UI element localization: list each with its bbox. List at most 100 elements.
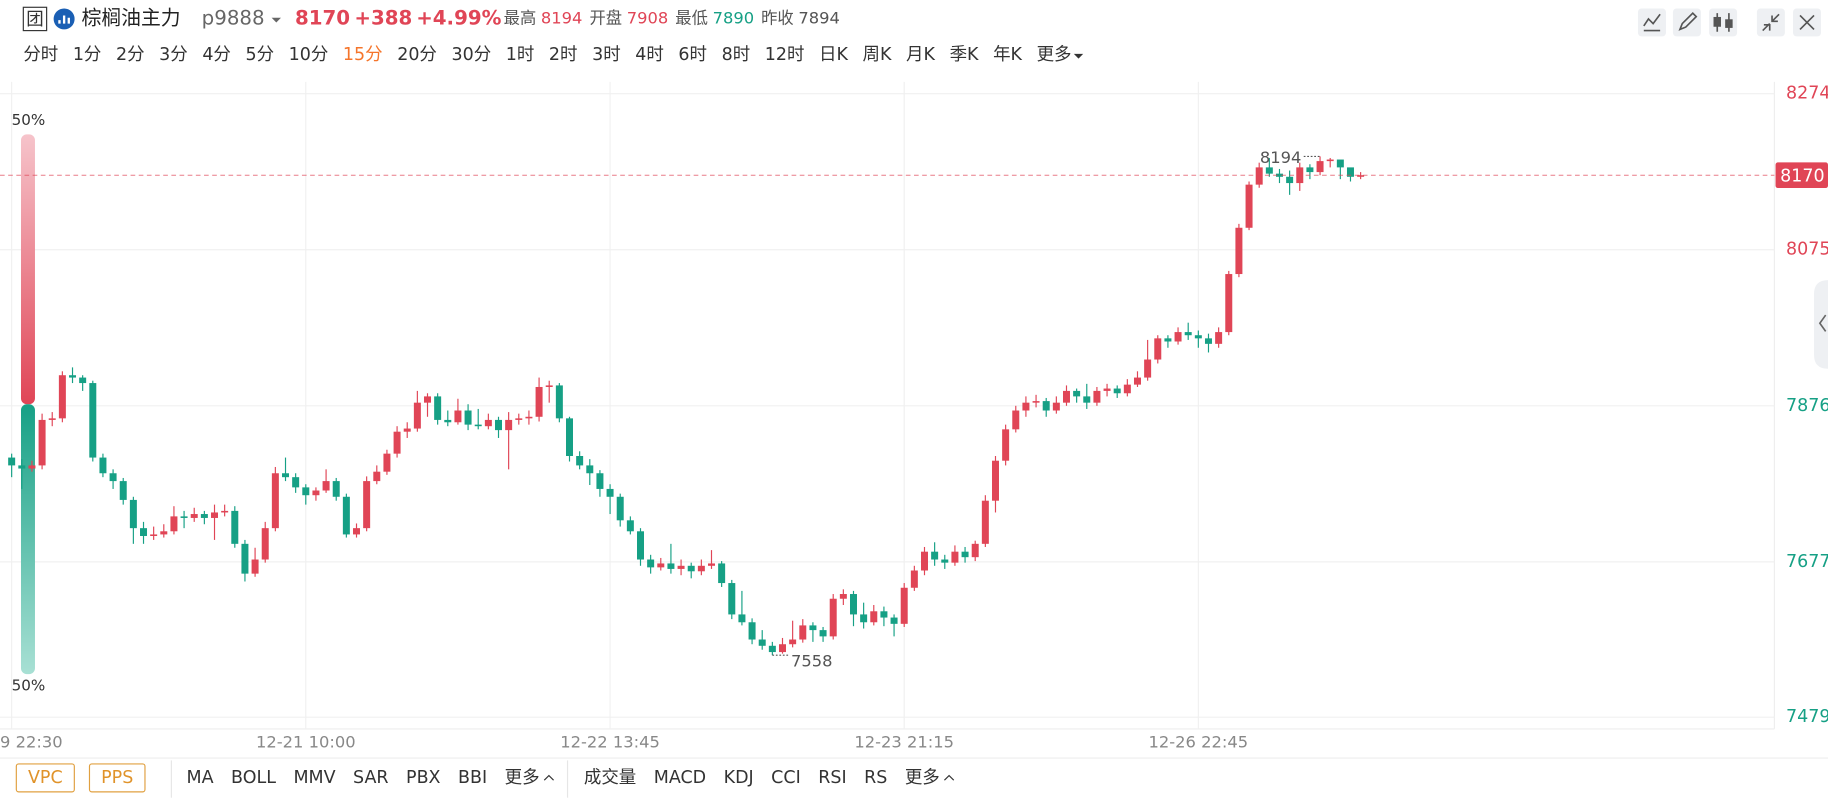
period-more[interactable]: 更多 xyxy=(1037,45,1072,65)
period-tab[interactable]: 季K xyxy=(950,45,979,65)
icon xyxy=(1725,19,1733,28)
badge-box xyxy=(22,6,48,32)
indicator-button[interactable] xyxy=(15,763,75,793)
candle-body xyxy=(1286,176,1294,184)
candle-body xyxy=(1012,410,1020,430)
logo-mark xyxy=(58,15,70,24)
indicator-item[interactable]: RSI xyxy=(818,768,846,788)
indicator-more[interactable]: 更多 xyxy=(505,768,540,788)
period-tab[interactable]: 3分 xyxy=(159,45,188,65)
candle-body xyxy=(677,565,685,569)
candle-body xyxy=(880,611,888,618)
candle-body xyxy=(1306,167,1314,173)
icon xyxy=(1799,14,1815,31)
indicator-item[interactable]: CCI xyxy=(771,768,801,788)
candle-body xyxy=(373,471,381,482)
period-tab[interactable]: 2时 xyxy=(549,45,578,65)
candle-body xyxy=(383,453,391,472)
period-tab[interactable]: 12时 xyxy=(765,45,805,65)
candle-body xyxy=(708,563,715,566)
candle-body xyxy=(1022,402,1030,411)
icon xyxy=(1678,11,1698,31)
candle-body xyxy=(1336,159,1344,168)
candle-body xyxy=(1164,338,1172,342)
candle-body xyxy=(464,410,472,425)
candle-body xyxy=(1123,384,1131,394)
indicator-item[interactable]: MACD xyxy=(654,768,706,788)
candle-body xyxy=(474,424,482,427)
period-tab[interactable]: 分时 xyxy=(23,45,58,65)
y-tick-label: 7677 xyxy=(1786,552,1828,572)
indicator-more[interactable]: 更多 xyxy=(905,768,940,788)
period-tab[interactable]: 1分 xyxy=(73,45,102,65)
y-tick-label: 8274 xyxy=(1786,84,1828,104)
dropdown-arrow[interactable] xyxy=(271,17,281,23)
indicator-item[interactable]: KDJ xyxy=(724,768,754,788)
indicator-item[interactable]: MA xyxy=(187,768,214,788)
candle-body xyxy=(596,473,604,489)
y-tick-label: 7479 xyxy=(1786,707,1828,727)
candle-body xyxy=(910,570,918,588)
period-tab[interactable]: 6时 xyxy=(678,45,707,65)
candle-body xyxy=(89,383,97,458)
indicator-button-label[interactable]: PPS xyxy=(101,768,133,788)
candle-body xyxy=(900,587,908,624)
candle-body xyxy=(403,428,411,432)
period-tab[interactable]: 4时 xyxy=(635,45,664,65)
candle-body xyxy=(819,630,827,637)
candle-body xyxy=(221,510,229,513)
stat-value: 7894 xyxy=(798,8,840,27)
candle-body xyxy=(170,516,178,532)
candle-body xyxy=(1103,388,1111,391)
period-tab[interactable]: 8时 xyxy=(722,45,751,65)
candle-body xyxy=(1073,390,1081,397)
indicator-item[interactable]: PBX xyxy=(406,768,441,788)
icon-button[interactable] xyxy=(1709,8,1738,37)
candle-body xyxy=(484,419,492,427)
candle-body xyxy=(778,644,786,653)
period-tab[interactable]: 4分 xyxy=(202,45,231,65)
high-label: 8194 xyxy=(1260,148,1302,167)
instrument-code[interactable]: p9888 xyxy=(202,6,265,29)
last-price-label: 8170 xyxy=(1780,166,1824,186)
icon-button[interactable] xyxy=(1756,8,1785,37)
period-tab[interactable]: 30分 xyxy=(451,45,491,65)
period-tab[interactable]: 5分 xyxy=(245,45,274,65)
indicator-item[interactable]: MMV xyxy=(293,768,335,788)
candle-body xyxy=(687,565,695,572)
candle-body xyxy=(1113,388,1121,394)
y-tick-label: 7876 xyxy=(1786,396,1828,416)
candle-body xyxy=(697,565,705,572)
candle-body xyxy=(160,531,168,535)
icon xyxy=(1762,13,1780,32)
stat-label: 开盘 xyxy=(589,8,622,27)
period-tab[interactable]: 月K xyxy=(906,45,935,65)
period-tab[interactable]: 15分 xyxy=(343,45,383,65)
candle-body xyxy=(109,473,117,482)
stats: 最高 8194 开盘 7908 最低 7890 昨收 7894 xyxy=(504,8,840,27)
period-tab[interactable]: 2分 xyxy=(116,45,145,65)
candle-body xyxy=(69,375,77,378)
candle-body xyxy=(1032,401,1040,403)
indicator-item[interactable]: SAR xyxy=(353,768,389,788)
candle-body xyxy=(18,465,26,469)
indicator-item[interactable]: BOLL xyxy=(231,768,276,788)
indicator-item[interactable]: 成交量 xyxy=(584,768,636,788)
period-tab[interactable]: 1时 xyxy=(506,45,535,65)
candle-body xyxy=(890,617,898,624)
period-tab[interactable]: 周K xyxy=(863,45,892,65)
candle-body xyxy=(1326,159,1334,162)
stat-label: 最低 xyxy=(675,8,708,27)
period-tab[interactable]: 3时 xyxy=(592,45,621,65)
indicator-item[interactable]: RS xyxy=(864,768,887,788)
candle-body xyxy=(1275,173,1283,177)
indicator-item[interactable]: BBI xyxy=(458,768,487,788)
period-tab[interactable]: 10分 xyxy=(289,45,329,65)
period-tab[interactable]: 20分 xyxy=(397,45,437,65)
indicator-button-label[interactable]: VPC xyxy=(28,768,63,788)
candle-body xyxy=(1346,167,1354,177)
period-tab[interactable]: 年K xyxy=(993,45,1022,65)
indicator-button[interactable] xyxy=(88,763,146,793)
period-tab[interactable]: 日K xyxy=(819,45,848,65)
icon-button[interactable] xyxy=(1672,8,1701,37)
